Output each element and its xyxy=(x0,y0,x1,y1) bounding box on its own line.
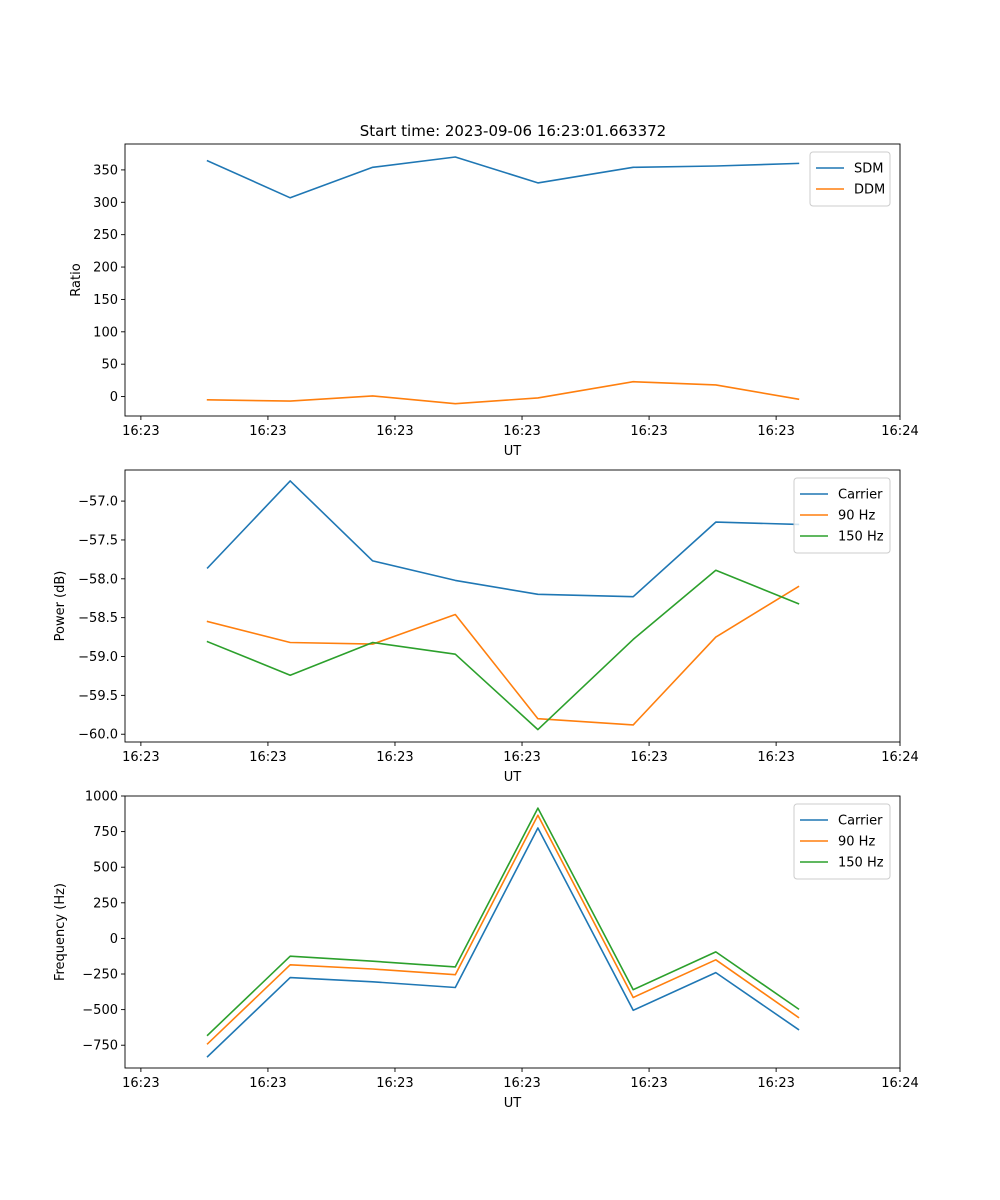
subplot-power: 16:23 16:23 16:23 16:23 16:23 16:23 16:24 −60.0… xyxy=(53,469,919,785)
power-legend-label: Carrier xyxy=(838,488,883,503)
power-x-tick-label: 16:23 xyxy=(249,750,286,765)
ratio-y-tick-label: 100 xyxy=(93,325,118,340)
frequency-x-tick-label: 16:23 xyxy=(503,1076,540,1091)
power-y-tick-label: −57.0 xyxy=(78,495,118,510)
power-legend-box xyxy=(793,477,891,554)
frequency-legend-label: 150 Hz xyxy=(838,856,884,871)
power-y-tick-label: −59.5 xyxy=(78,689,118,704)
ratio-axes-frame xyxy=(124,143,901,417)
figure-title: Start time: 2023-09-06 16:23:01.663372 xyxy=(360,122,666,140)
frequency-y-tick-label: 250 xyxy=(93,896,118,911)
power-x-tick-label: 16:23 xyxy=(757,750,794,765)
power-y-tick-label: −58.0 xyxy=(78,572,118,587)
ratio-y-tick-label: 350 xyxy=(93,163,118,178)
power-x-tick-label: 16:23 xyxy=(630,750,667,765)
frequency-legend-label: Carrier xyxy=(838,814,883,829)
ratio-x-tick-label: 16:23 xyxy=(503,424,540,439)
subplot-frequency: 16:23 16:23 16:23 16:23 16:23 16:23 16:24 −750 −… xyxy=(53,790,919,1112)
frequency-y-tick-label: 0 xyxy=(110,932,118,947)
power-legend: Carrier 90 Hz 150 Hz xyxy=(793,477,891,554)
ratio-legend-label: DDM xyxy=(854,183,885,198)
power-series-line-90-hz xyxy=(206,585,800,726)
frequency-y-tick-label: 500 xyxy=(93,861,118,876)
frequency-x-tick-label: 16:23 xyxy=(757,1076,794,1091)
ratio-series-line-sdm xyxy=(206,156,800,199)
frequency-y-tick-label: −250 xyxy=(82,968,118,983)
ratio-legend-box xyxy=(809,151,891,207)
frequency-x-tick-label: 16:24 xyxy=(881,1076,918,1091)
power-y-tick-label: −60.0 xyxy=(78,728,118,743)
power-series-line-carrier xyxy=(206,480,800,598)
frequency-x-tick-label: 16:23 xyxy=(249,1076,286,1091)
ratio-x-tick-label: 16:24 xyxy=(881,424,918,439)
frequency-x-tick-label: 16:23 xyxy=(122,1076,159,1091)
power-y-axis-label: Power (dB) xyxy=(53,571,68,642)
frequency-axes-frame xyxy=(124,795,901,1069)
ratio-y-tick-label: 200 xyxy=(93,261,118,276)
frequency-legend-box xyxy=(793,803,891,880)
ratio-legend-label: SDM xyxy=(854,162,883,177)
frequency-series-line-carrier xyxy=(206,827,800,1058)
ratio-x-tick-label: 16:23 xyxy=(757,424,794,439)
frequency-y-tick-label: 750 xyxy=(93,825,118,840)
power-x-tick-label: 16:23 xyxy=(122,750,159,765)
power-x-tick-label: 16:23 xyxy=(376,750,413,765)
power-axes-frame xyxy=(124,469,901,743)
ratio-x-tick-label: 16:23 xyxy=(376,424,413,439)
power-y-tick-label: −59.0 xyxy=(78,650,118,665)
power-series-line-150-hz xyxy=(206,569,800,731)
power-y-tick-label: −58.5 xyxy=(78,611,118,626)
ratio-y-tick-label: 250 xyxy=(93,228,118,243)
ratio-x-tick-label: 16:23 xyxy=(122,424,159,439)
ratio-y-axis-label: Ratio xyxy=(69,263,84,296)
subplot-ratio: 16:23 16:23 16:23 16:23 16:23 16:23 16:24 0 50 10… xyxy=(69,143,919,459)
frequency-y-tick-label: −500 xyxy=(82,1003,118,1018)
ratio-x-tick-label: 16:23 xyxy=(630,424,667,439)
frequency-series-line-90-hz xyxy=(206,814,800,1045)
ratio-x-axis-label: UT xyxy=(504,444,522,459)
power-legend-label: 90 Hz xyxy=(838,509,875,524)
power-legend-label: 150 Hz xyxy=(838,530,884,545)
ratio-y-tick-label: 300 xyxy=(93,196,118,211)
ratio-series-line-ddm xyxy=(206,380,800,405)
frequency-series-line-150-hz xyxy=(206,807,800,1037)
power-x-tick-label: 16:23 xyxy=(503,750,540,765)
frequency-y-tick-label: 1000 xyxy=(85,790,118,805)
power-x-tick-label: 16:24 xyxy=(881,750,918,765)
ratio-y-tick-label: 50 xyxy=(101,358,118,373)
frequency-y-tick-label: −750 xyxy=(82,1039,118,1054)
frequency-legend: Carrier 90 Hz 150 Hz xyxy=(793,803,891,880)
ratio-y-tick-label: 0 xyxy=(110,390,118,405)
frequency-x-axis-label: UT xyxy=(504,1096,522,1111)
frequency-x-tick-label: 16:23 xyxy=(376,1076,413,1091)
ratio-y-tick-label: 150 xyxy=(93,293,118,308)
frequency-y-axis-label: Frequency (Hz) xyxy=(53,883,68,981)
frequency-legend-label: 90 Hz xyxy=(838,835,875,850)
ratio-x-tick-label: 16:23 xyxy=(249,424,286,439)
power-x-axis-label: UT xyxy=(504,770,522,785)
ratio-legend: SDM DDM xyxy=(809,151,891,207)
power-y-tick-label: −57.5 xyxy=(78,533,118,548)
frequency-x-tick-label: 16:23 xyxy=(630,1076,667,1091)
